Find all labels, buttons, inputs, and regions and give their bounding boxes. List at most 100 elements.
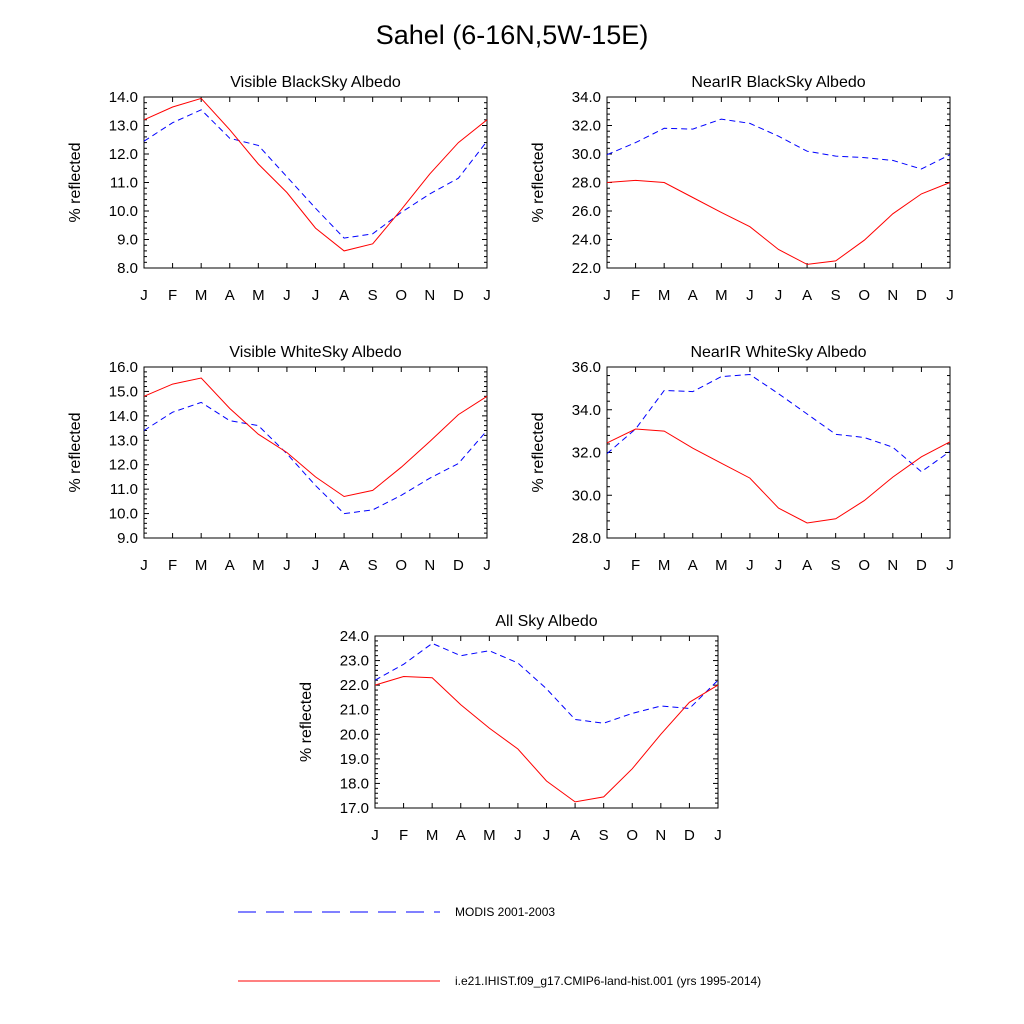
x-tick-label: N	[655, 827, 666, 844]
x-tick-label: M	[195, 557, 208, 574]
chart-panel-3: Visible WhiteSky Albedo % reflected 9.0 10.…	[67, 344, 491, 574]
y-tick-label: 12.0	[109, 146, 138, 163]
series-line-2	[143, 377, 488, 498]
y-tick-label: 22.0	[340, 677, 369, 694]
chart-panel-4: NearIR WhiteSky Albedo % reflected 28.0 30.…	[530, 344, 954, 574]
y-tick-label: 19.0	[340, 751, 369, 768]
y-tick-label: 21.0	[340, 702, 369, 719]
y-tick-label: 11.0	[110, 175, 138, 192]
y-tick-label: 20.0	[340, 726, 369, 743]
series-line-2	[143, 97, 488, 252]
x-tick-label: S	[368, 287, 378, 304]
y-tick-label: 34.0	[572, 89, 601, 106]
x-tick-label: J	[283, 557, 291, 574]
series-line-1	[606, 373, 951, 473]
y-tick-label: 30.0	[572, 487, 601, 504]
x-tick-label: J	[746, 557, 754, 574]
series-line-1	[143, 109, 488, 239]
y-tick-label: 28.0	[572, 175, 601, 192]
x-tick-label: M	[195, 287, 208, 304]
x-tick-label: A	[456, 827, 466, 844]
y-tick-label: 9.0	[117, 530, 138, 547]
y-axis-label: % reflected	[298, 682, 315, 762]
series-line-1	[606, 118, 951, 170]
series-line-2	[374, 675, 719, 803]
x-tick-label: J	[483, 557, 491, 574]
x-tick-label: J	[946, 557, 954, 574]
chart-panel-1: Visible BlackSky Albedo % reflected 8.0 9.0…	[67, 74, 491, 304]
x-tick-label: A	[339, 287, 349, 304]
x-tick-label: S	[368, 557, 378, 574]
y-tick-label: 18.0	[340, 775, 369, 792]
x-tick-label: M	[252, 557, 265, 574]
x-tick-label: N	[424, 287, 435, 304]
x-tick-label: D	[453, 287, 464, 304]
x-tick-label: J	[140, 287, 148, 304]
series-line-1	[143, 401, 488, 515]
plot-frame	[143, 366, 488, 539]
x-tick-label: M	[658, 287, 671, 304]
x-tick-label: D	[684, 827, 695, 844]
plot-frame	[606, 366, 951, 539]
x-tick-label: A	[688, 557, 698, 574]
series-line-2	[606, 428, 951, 524]
chart-title: NearIR WhiteSky Albedo	[690, 344, 866, 361]
y-tick-label: 11.0	[110, 481, 138, 498]
y-tick-label: 30.0	[572, 146, 601, 163]
y-axis-label: % reflected	[67, 412, 84, 492]
x-tick-label: M	[426, 827, 439, 844]
x-tick-label: O	[395, 287, 407, 304]
y-tick-label: 13.0	[109, 432, 138, 449]
x-tick-label: F	[399, 827, 408, 844]
legend-label-1: MODIS 2001-2003	[455, 905, 555, 919]
x-tick-label: M	[252, 287, 265, 304]
chart-title: All Sky Albedo	[495, 613, 597, 630]
y-tick-label: 32.0	[572, 445, 601, 462]
plot-frame	[374, 635, 719, 809]
x-tick-label: A	[225, 557, 235, 574]
x-tick-label: J	[714, 827, 722, 844]
y-tick-label: 36.0	[572, 359, 601, 376]
x-tick-label: J	[543, 827, 551, 844]
x-tick-label: J	[775, 557, 783, 574]
x-tick-label: J	[283, 287, 291, 304]
y-tick-label: 10.0	[109, 203, 138, 220]
x-tick-label: J	[312, 557, 320, 574]
x-tick-label: N	[887, 557, 898, 574]
x-tick-label: J	[775, 287, 783, 304]
x-tick-label: M	[483, 827, 496, 844]
x-tick-label: J	[603, 557, 611, 574]
series-line-1	[374, 642, 719, 724]
x-tick-label: A	[339, 557, 349, 574]
y-tick-label: 15.0	[109, 383, 138, 400]
x-tick-label: A	[688, 287, 698, 304]
y-tick-label: 24.0	[340, 628, 369, 645]
plot-frame	[143, 96, 488, 269]
x-tick-label: A	[802, 287, 812, 304]
x-tick-label: O	[626, 827, 638, 844]
legend: MODIS 2001-2003 i.e21.IHIST.f09_g17.CMIP6…	[238, 905, 761, 988]
y-axis-label: % reflected	[530, 412, 547, 492]
y-tick-label: 16.0	[109, 359, 138, 376]
y-tick-label: 8.0	[117, 260, 138, 277]
x-tick-label: M	[658, 557, 671, 574]
x-tick-label: J	[946, 287, 954, 304]
x-tick-label: F	[631, 287, 640, 304]
x-tick-label: O	[395, 557, 407, 574]
x-tick-label: F	[168, 287, 177, 304]
x-tick-label: M	[715, 557, 728, 574]
x-tick-label: J	[514, 827, 522, 844]
x-tick-label: A	[802, 557, 812, 574]
y-tick-label: 22.0	[572, 260, 601, 277]
y-tick-label: 14.0	[109, 408, 138, 425]
x-tick-label: S	[831, 287, 841, 304]
x-tick-label: S	[599, 827, 609, 844]
x-tick-label: D	[916, 287, 927, 304]
page-title: Sahel (6-16N,5W-15E)	[375, 20, 649, 50]
y-tick-label: 9.0	[117, 232, 138, 249]
series-line-2	[606, 179, 951, 265]
x-tick-label: J	[603, 287, 611, 304]
y-tick-label: 28.0	[572, 530, 601, 547]
x-tick-label: O	[858, 557, 870, 574]
